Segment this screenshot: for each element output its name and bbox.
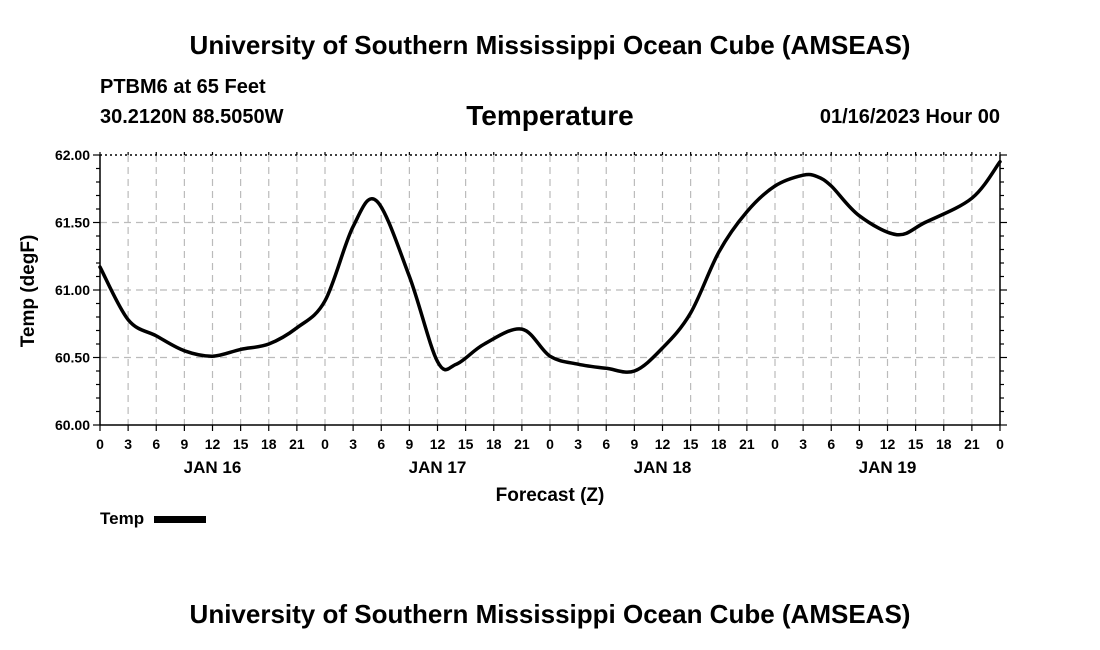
legend-label: Temp xyxy=(100,509,145,528)
y-tick-label: 60.00 xyxy=(55,417,90,433)
x-tick-label: 21 xyxy=(514,436,530,452)
x-day-label: JAN 16 xyxy=(184,458,242,477)
forecast-run-time: 01/16/2023 Hour 00 xyxy=(819,106,1000,128)
x-tick-label: 3 xyxy=(124,436,132,452)
x-tick-label: 9 xyxy=(405,436,413,452)
x-tick-label: 12 xyxy=(655,436,671,452)
x-tick-label: 3 xyxy=(799,436,807,452)
y-tick-label: 61.50 xyxy=(55,215,90,231)
y-tick-label: 62.00 xyxy=(55,147,90,163)
series-line-temp xyxy=(98,159,1002,374)
x-tick-label: 21 xyxy=(964,436,980,452)
legend: Temp xyxy=(100,509,207,529)
y-tick-label: 61.00 xyxy=(55,282,90,298)
x-tick-label: 6 xyxy=(377,436,385,452)
x-tick-label: 21 xyxy=(289,436,305,452)
station-label: PTBM6 at 65 Feet xyxy=(100,76,266,98)
legend-line-swatch xyxy=(154,515,207,523)
x-tick-label: 6 xyxy=(602,436,610,452)
y-axis-label: Temp (degF) xyxy=(18,235,39,348)
x-tick-label: 15 xyxy=(458,436,474,452)
x-tick-label: 15 xyxy=(908,436,924,452)
x-day-label: JAN 19 xyxy=(859,458,917,477)
tick-labels: 60.00 60.50 61.00 61.50 62.00 0 3 6 9 12 15 18 21 0 3 6… xyxy=(55,147,1004,477)
x-tick-label: 18 xyxy=(711,436,727,452)
x-tick-label: 3 xyxy=(349,436,357,452)
chart-title: Temperature xyxy=(466,100,634,131)
x-tick-label: 9 xyxy=(855,436,863,452)
x-tick-label: 0 xyxy=(321,436,329,452)
x-tick-label: 9 xyxy=(630,436,638,452)
y-tick-label: 60.50 xyxy=(55,350,90,366)
station-coordinates: 30.2120N 88.5050W xyxy=(100,106,284,128)
x-axis-label: Forecast (Z) xyxy=(496,485,605,506)
x-tick-label: 6 xyxy=(827,436,835,452)
x-tick-label: 0 xyxy=(771,436,779,452)
x-tick-label: 12 xyxy=(880,436,896,452)
x-tick-label: 3 xyxy=(574,436,582,452)
x-tick-label: 12 xyxy=(205,436,221,452)
x-day-label: JAN 18 xyxy=(634,458,692,477)
series-layer xyxy=(98,159,1002,374)
x-day-label: JAN 17 xyxy=(409,458,467,477)
x-tick-label: 12 xyxy=(430,436,446,452)
x-tick-label: 0 xyxy=(996,436,1004,452)
x-tick-label: 18 xyxy=(486,436,502,452)
x-tick-label: 15 xyxy=(683,436,699,452)
x-tick-label: 18 xyxy=(936,436,952,452)
x-tick-label: 0 xyxy=(546,436,554,452)
x-tick-label: 9 xyxy=(180,436,188,452)
x-tick-label: 6 xyxy=(152,436,160,452)
grid xyxy=(100,155,1000,425)
x-tick-label: 0 xyxy=(96,436,104,452)
x-tick-label: 21 xyxy=(739,436,755,452)
x-tick-label: 15 xyxy=(233,436,249,452)
axes xyxy=(93,152,1007,431)
x-tick-label: 18 xyxy=(261,436,277,452)
page-title: University of Southern Mississippi Ocean… xyxy=(189,30,911,60)
footer-title: University of Southern Mississippi Ocean… xyxy=(189,599,911,629)
